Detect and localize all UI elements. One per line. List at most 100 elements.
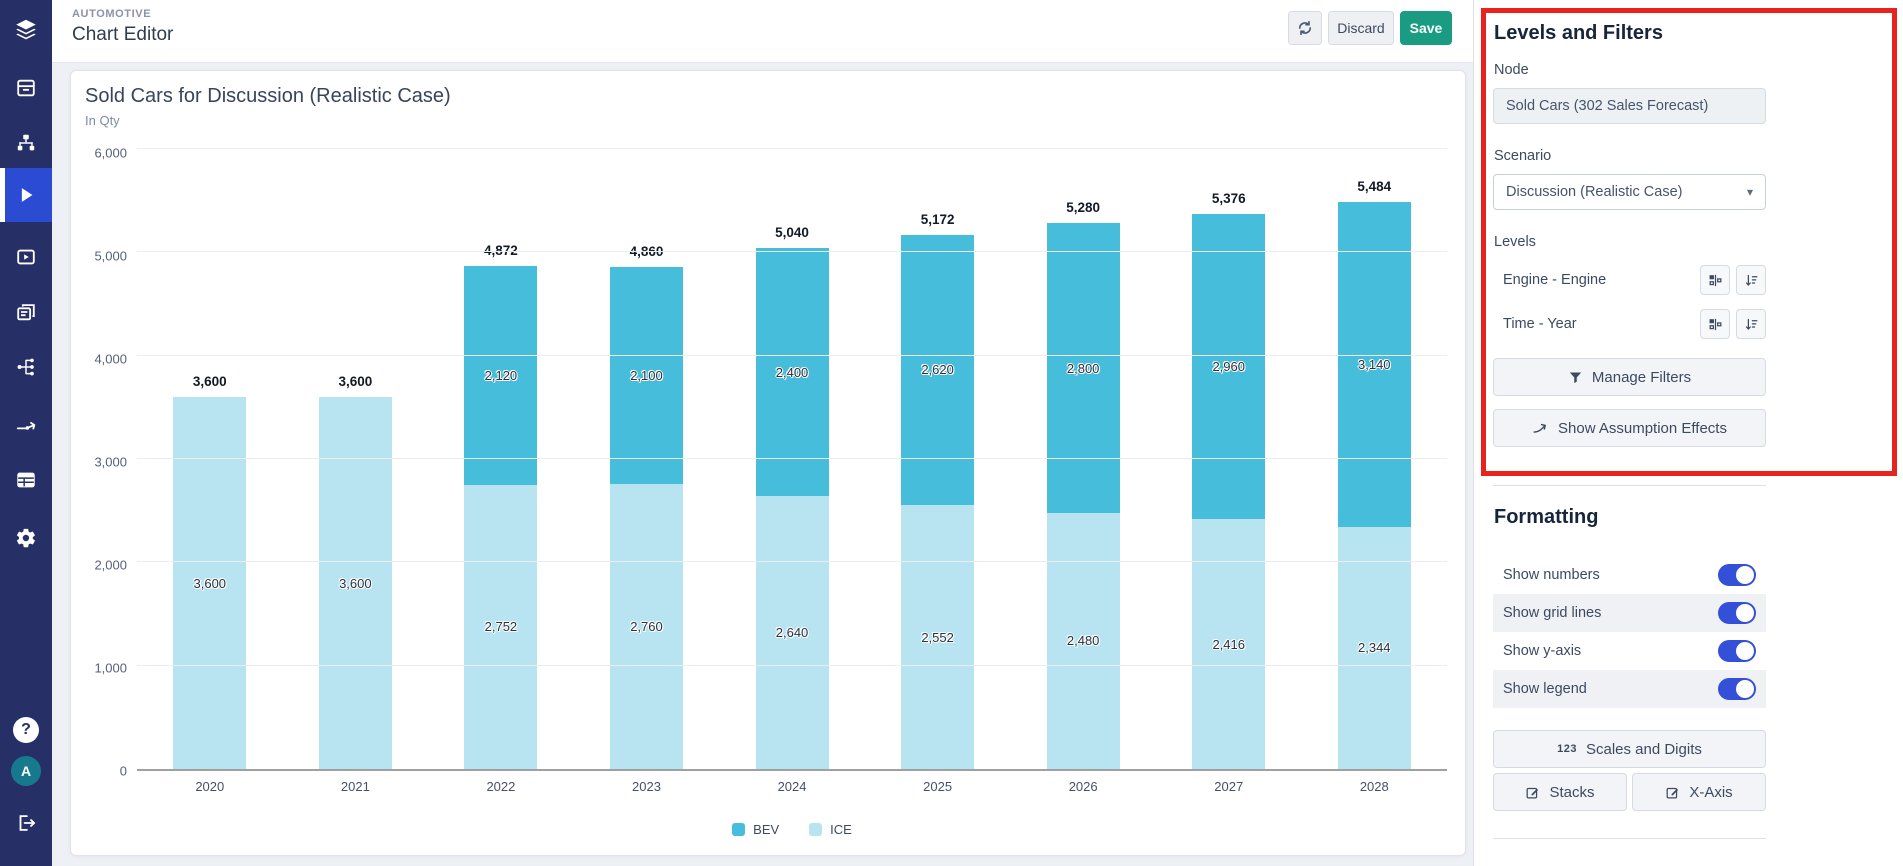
toggle-label: Show legend: [1503, 681, 1587, 697]
sidebar-item-table[interactable]: [0, 457, 52, 503]
scales-and-digits-button[interactable]: 123 Scales and Digits: [1493, 730, 1766, 768]
sort-level-button[interactable]: [1736, 265, 1766, 295]
levels-label: Levels: [1494, 234, 1536, 250]
stacks-button[interactable]: Stacks: [1493, 773, 1627, 811]
bev-segment[interactable]: 2,800: [1046, 223, 1120, 513]
chart-card: Sold Cars for Discussion (Realistic Case…: [70, 70, 1466, 856]
sidebar-item-video[interactable]: [0, 234, 52, 280]
bev-segment[interactable]: 2,620: [901, 234, 975, 506]
ice-segment[interactable]: 2,752: [464, 484, 538, 769]
help-icon[interactable]: ?: [0, 707, 52, 753]
total-value-label: 5,040: [775, 225, 809, 241]
bar-column-2022: 4,872 2,120 2,752: [428, 153, 574, 769]
bar-column-2027: 5,376 2,960 2,416: [1156, 153, 1302, 769]
levels-and-filters-heading: Levels and Filters: [1494, 22, 1663, 44]
segment-value-label: 2,960: [1212, 358, 1245, 374]
sidebar-item-network[interactable]: [0, 344, 52, 390]
toggle-switch[interactable]: [1718, 678, 1756, 700]
refresh-icon: [1298, 20, 1312, 36]
toggle-switch[interactable]: [1718, 602, 1756, 624]
node-field[interactable]: Sold Cars (302 Sales Forecast): [1493, 88, 1766, 124]
legend-item-bev[interactable]: BEV: [732, 822, 779, 837]
sidebar-item-sitemap[interactable]: [0, 120, 52, 166]
segment-value-label: 3,600: [193, 575, 227, 591]
total-value-label: 4,860: [629, 243, 664, 259]
toggle-row-show-grid-lines: Show grid lines: [1493, 594, 1766, 632]
bev-segment[interactable]: 2,100: [609, 266, 683, 484]
manage-filters-button[interactable]: Manage Filters: [1493, 358, 1766, 396]
x-axis-button[interactable]: X-Axis: [1632, 773, 1766, 811]
app-logo-layers-icon[interactable]: [0, 7, 52, 53]
stacked-bar-2023[interactable]: 4,860 2,100 2,760: [609, 244, 683, 769]
chevron-down-icon: ▾: [1746, 185, 1753, 199]
ice-segment[interactable]: 3,600: [173, 397, 247, 769]
sidebar-item-flow[interactable]: [0, 404, 52, 450]
sidebar-item-slides[interactable]: [0, 289, 52, 335]
bar-column-2026: 5,280 2,800 2,480: [1010, 153, 1156, 769]
x-tick-label: 2021: [340, 779, 370, 794]
section-divider: [1493, 485, 1766, 486]
level-row-engine: Engine - Engine: [1493, 262, 1766, 298]
ice-segment[interactable]: 2,416: [1192, 519, 1266, 769]
level-row-time: Time - Year: [1493, 306, 1766, 342]
filter-icon: [1569, 372, 1582, 383]
refresh-button[interactable]: [1288, 11, 1322, 45]
stacked-bar-2024[interactable]: 5,040 2,400 2,640: [755, 225, 829, 769]
123-icon: 123: [1557, 743, 1577, 755]
gridline: [137, 664, 1447, 666]
gridline: [137, 148, 1447, 149]
pivot-level-button[interactable]: [1700, 309, 1730, 339]
legend-swatch: [809, 823, 823, 836]
node-label: Node: [1494, 62, 1529, 78]
stacked-bar-2021[interactable]: 3,600 3,600: [318, 374, 392, 769]
segment-value-label: 3,600: [339, 575, 372, 591]
bar-column-2025: 5,172 2,620 2,552: [865, 153, 1011, 769]
segment-value-label: 2,400: [775, 364, 809, 380]
bev-segment[interactable]: 3,140: [1337, 202, 1411, 527]
segment-value-label: 2,760: [630, 618, 663, 634]
stacked-bar-2025[interactable]: 5,172 2,620 2,552: [901, 212, 975, 769]
sidebar-item-archive[interactable]: [0, 65, 52, 111]
bev-segment[interactable]: 2,120: [464, 265, 538, 485]
stacked-bar-2028[interactable]: 5,484 3,140 2,344: [1337, 179, 1411, 769]
avatar[interactable]: A: [0, 748, 52, 794]
bev-segment[interactable]: 2,960: [1192, 213, 1266, 520]
ice-segment[interactable]: 2,640: [755, 496, 829, 769]
logout-icon[interactable]: [0, 800, 52, 846]
chart-legend: BEV ICE: [137, 822, 1447, 837]
segment-value-label: 2,800: [1066, 360, 1100, 376]
y-tick-label: 4,000: [94, 351, 127, 367]
bev-segment[interactable]: 2,400: [755, 248, 829, 497]
sidebar: ? A: [0, 0, 52, 866]
save-button[interactable]: Save: [1400, 11, 1452, 45]
stacked-bar-2027[interactable]: 5,376 2,960 2,416: [1192, 191, 1266, 769]
legend-item-ice[interactable]: ICE: [809, 822, 852, 837]
x-tick-label: 2027: [1214, 779, 1244, 794]
total-value-label: 5,376: [1211, 190, 1246, 206]
discard-button[interactable]: Discard: [1328, 11, 1394, 45]
stacked-bar-2026[interactable]: 5,280 2,800 2,480: [1046, 200, 1120, 769]
bar-column-2028: 5,484 3,140 2,344: [1302, 153, 1448, 769]
legend-label: ICE: [830, 822, 852, 837]
y-tick-label: 3,000: [94, 454, 127, 470]
ice-segment[interactable]: 2,344: [1337, 526, 1411, 769]
stacked-bar-2020[interactable]: 3,600 3,600: [173, 374, 247, 769]
sort-level-button[interactable]: [1736, 309, 1766, 339]
toggle-switch[interactable]: [1718, 564, 1756, 586]
sidebar-item-simulations-active[interactable]: [0, 168, 52, 222]
scenario-dropdown[interactable]: Discussion (Realistic Case) ▾: [1493, 174, 1766, 210]
toggle-row-show-y-axis: Show y-axis: [1493, 632, 1766, 670]
edit-icon: [1666, 787, 1679, 798]
pivot-level-button[interactable]: [1700, 265, 1730, 295]
toggle-knob: [1736, 566, 1754, 584]
edit-icon: [1527, 787, 1539, 798]
ice-segment[interactable]: 3,600: [318, 397, 392, 769]
stacked-bar-2022[interactable]: 4,872 2,120 2,752: [464, 243, 538, 769]
ice-segment[interactable]: 2,480: [1046, 512, 1120, 769]
toggle-switch[interactable]: [1718, 640, 1756, 662]
show-assumption-effects-button[interactable]: Show Assumption Effects: [1493, 409, 1766, 447]
sidebar-item-settings[interactable]: [0, 515, 52, 561]
ice-segment[interactable]: 2,552: [901, 505, 975, 769]
ice-segment[interactable]: 2,760: [609, 483, 683, 769]
bar-column-2021: 3,600 3,600: [283, 153, 429, 769]
